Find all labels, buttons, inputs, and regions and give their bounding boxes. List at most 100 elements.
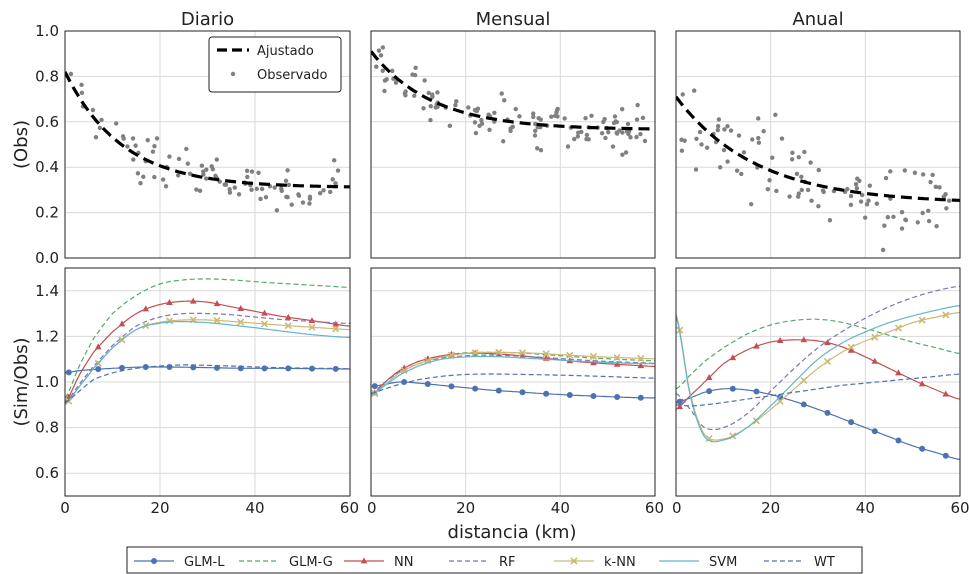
scatter-point	[640, 115, 646, 121]
series-marker	[471, 349, 479, 357]
scatter-point	[223, 182, 229, 187]
scatter-point	[779, 136, 785, 141]
x-tick-label: 20	[150, 499, 169, 517]
scatter-point	[479, 117, 484, 123]
scatter-point	[289, 202, 294, 207]
series-marker	[676, 398, 683, 405]
scatter-point	[937, 185, 942, 190]
scatter-point	[827, 218, 833, 223]
scatter-point	[883, 175, 889, 181]
scatter-point	[531, 114, 536, 120]
series-line-k-nn	[65, 319, 350, 406]
scatter-point	[390, 68, 395, 74]
panels-group	[64, 30, 961, 497]
scatter-point	[575, 130, 581, 135]
scatter-point	[487, 127, 492, 133]
scatter-point	[374, 64, 379, 69]
scatter-point	[135, 171, 141, 176]
scatter-point	[885, 214, 891, 220]
series-marker	[332, 325, 340, 333]
scatter-point	[926, 208, 931, 214]
series-line-svm	[65, 321, 350, 405]
series-line-glm-l	[371, 381, 655, 399]
legend-series-label: WT	[814, 555, 835, 570]
scatter-point	[184, 146, 189, 152]
legend-series-label: GLM-G	[289, 555, 333, 570]
x-tick-label: 40	[245, 499, 264, 517]
scatter-point	[232, 185, 237, 190]
series-marker	[637, 354, 645, 362]
scatter-point	[447, 123, 453, 129]
scatter-point	[413, 65, 418, 71]
scatter-point	[256, 170, 261, 175]
scatter-point	[428, 117, 433, 123]
y-tick-label: 0.8	[35, 419, 59, 437]
scatter-point	[259, 186, 265, 192]
scatter-point	[466, 105, 471, 110]
series-marker	[213, 300, 221, 307]
scatter-point	[249, 187, 254, 192]
series-marker	[776, 337, 784, 344]
scatter-point	[285, 194, 290, 200]
legend-swatch-points	[230, 71, 236, 77]
scatter-point	[380, 45, 386, 50]
scatter-point	[194, 187, 199, 192]
scatter-point	[699, 142, 704, 147]
x-axis-label: distancia (km)	[448, 522, 577, 543]
series-marker	[918, 316, 926, 324]
scatter-point	[725, 124, 730, 129]
axes-frame	[64, 267, 351, 497]
series-marker	[284, 313, 292, 320]
scatter-point	[428, 104, 433, 109]
scatter-point	[435, 90, 440, 95]
series-marker	[518, 349, 527, 357]
scatter-point	[715, 127, 720, 133]
series-marker	[800, 336, 808, 343]
series-marker	[871, 357, 879, 364]
scatter-point	[795, 194, 801, 199]
scatter-point	[380, 68, 385, 74]
scatter-point	[794, 171, 800, 176]
scatter-point	[125, 144, 130, 149]
scatter-point	[283, 178, 289, 183]
series-marker	[165, 317, 174, 325]
scatter-point	[321, 188, 326, 193]
series-marker	[752, 417, 761, 425]
series-marker	[637, 362, 645, 369]
x-tick-label: 20	[456, 499, 475, 517]
x-tick-label: 0	[60, 499, 70, 517]
scatter-point	[808, 160, 813, 165]
axes-frame	[675, 267, 961, 497]
series-marker	[824, 409, 831, 416]
scatter-point	[787, 194, 792, 199]
scatter-point	[160, 177, 166, 182]
scatter-point	[335, 168, 341, 173]
scatter-point	[613, 119, 618, 124]
legend-series-label: SVM	[709, 555, 737, 570]
series-marker	[151, 558, 157, 564]
scatter-point	[680, 92, 685, 97]
y-tick-label: 0.4	[35, 158, 59, 176]
scatter-point	[848, 193, 854, 199]
scatter-point	[928, 179, 933, 185]
scatter-point	[426, 90, 431, 96]
series-marker	[942, 311, 950, 319]
series-line-glm-l	[65, 366, 350, 374]
scatter-point	[554, 110, 559, 115]
scatter-point	[902, 168, 908, 173]
scatter-point	[307, 194, 313, 199]
y-axis-label-bottom: (Sim/Obs)	[11, 337, 32, 426]
scatter-point	[704, 145, 710, 150]
series-marker	[495, 387, 502, 394]
series-marker	[894, 324, 903, 332]
scatter-point	[502, 98, 507, 103]
series-line-rf	[676, 285, 960, 431]
scatter-point	[912, 170, 918, 175]
scatter-point	[204, 167, 209, 172]
scatter-point	[382, 78, 388, 83]
fit-line	[65, 71, 350, 189]
legend-label: Ajustado	[257, 44, 314, 59]
series-marker	[261, 365, 268, 372]
series-marker	[260, 320, 269, 328]
